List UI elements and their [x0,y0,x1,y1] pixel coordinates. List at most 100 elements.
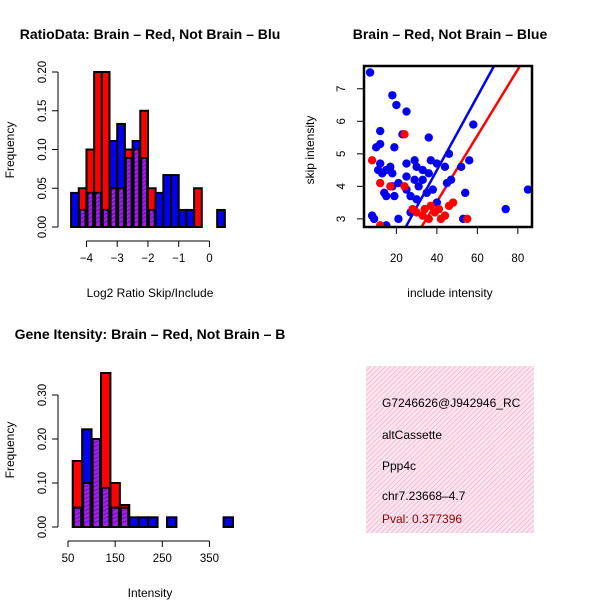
brain-point [386,182,395,191]
info-hatch-line [366,366,457,455]
ratio-histogram-overlap-hatch [118,196,124,200]
info-hatch-line [366,366,387,387]
ratio-histogram-overlap-hatch [134,188,139,192]
intensity-histogram-overlap-hatch [93,520,100,524]
scatter-xlabel: include intensity [407,286,492,300]
intensity-histogram-overlap-hatch [112,508,119,512]
not-brain-point [375,139,385,149]
intensity-histogram-overlap-hatch [93,444,100,448]
info-hatch-line [385,387,534,533]
info-hatch-line [366,366,507,504]
brain-point [400,130,409,139]
not-brain-point [501,204,510,214]
ratio-histogram-overlap-hatch [126,200,131,204]
ratio-histogram-overlap-hatch [88,220,93,224]
info-hatch-line [366,366,412,411]
info-hatch-line [366,366,487,485]
intensity-histogram-overlap-hatch [74,520,81,524]
ratio-histogram-overlap-hatch [126,196,131,200]
ratio-histogram-overlap-hatch [118,200,124,204]
ratio-histogram-bar-not-brain [162,174,173,228]
intensity-histogram-bar-not-brain [166,516,178,529]
brain-point [367,156,377,165]
brain-point [426,201,435,211]
ratio-histogram-overlap-hatch [88,208,93,212]
not-brain-point [388,91,397,100]
ratio-histogram-overlap-hatch [80,220,85,224]
intensity-histogram-overlap-hatch [93,452,100,456]
ratio-histogram-bar-overlap [124,157,133,228]
scatter-y-tick-label: 3 [336,216,348,222]
scatter-points [365,68,532,227]
intensity-histogram-panel: Gene Itensity: Brain – Red, Not Brain – … [3,326,285,600]
ratio-histogram-overlap-hatch [134,164,139,168]
ratio-histogram-overlap-hatch [95,208,101,212]
ratio-histogram-overlap-hatch [126,220,131,224]
intensity-histogram-bar-not-brain [147,516,159,529]
ratio-histogram-bar-brain [100,71,111,228]
intensity-histogram-overlap-hatch [74,508,81,512]
ratio-histogram-overlap-hatch [118,192,124,196]
ratio-histogram-bar-not-brain [154,191,165,228]
intensity-histogram-overlap-hatch [93,508,100,512]
ratio-histogram-overlap-hatch [88,192,93,196]
intensity-histogram-overlap-hatch [102,492,109,496]
ratio-histogram-x-tick-label: 0 [206,253,212,265]
ratio-histogram-overlap-hatch [134,204,139,208]
info-hatch-line [366,366,532,529]
ratio-histogram-overlap-hatch [126,168,131,172]
intensity-histogram-overlap-hatch [74,516,81,520]
intensity-histogram-y-tick-label: 0.00 [37,516,49,538]
scatter-y-tick-label: 4 [336,183,348,190]
info-hatch-line [191,366,361,533]
brain-point [434,204,444,214]
ratio-histogram-bar-overlap [78,208,87,228]
info-hatch-line [366,367,534,533]
info-pval: Pval: 0.377396 [382,512,462,526]
not-brain-point [456,162,466,172]
ratio-histogram-overlap-hatch [111,216,116,220]
ratio-histogram-overlap-hatch [118,208,124,212]
intensity-histogram-overlap-hatch [83,488,90,492]
ratio-histogram-panel: RatioData: Brain – Red, Not Brain – Blu … [3,26,280,300]
info-hatch-line [366,366,512,509]
info-hatch-line [445,446,534,533]
intensity-histogram-overlap-hatch [93,448,100,452]
info-hatch-line [465,465,534,533]
not-brain-point [440,162,450,172]
intensity-histogram-overlap-hatch [93,456,100,460]
scatter-x-tick-label: 60 [471,253,484,265]
info-hatch-line [366,366,517,514]
ratio-histogram-overlap-hatch [126,180,131,184]
not-brain-point [375,126,385,136]
intensity-histogram-ylabel: Frequency [3,422,17,479]
info-hatch-line [415,416,534,533]
info-hatch-line [440,441,534,533]
ratio-histogram-overlap-hatch [142,160,147,164]
not-brain-point [412,195,421,204]
intensity-histogram-overlap-hatch [102,516,109,520]
intensity-histogram-overlap-hatch [93,460,100,464]
ratio-histogram-overlap-hatch [142,172,147,176]
ratio-histogram-overlap-hatch [126,208,131,212]
info-hatch-line [400,401,534,533]
not-brain-point [469,120,478,129]
not-brain-point [373,165,383,175]
ratio-histogram-overlap-hatch [142,200,147,204]
ratio-histogram-overlap-hatch [103,216,108,220]
info-hatch-line [366,366,492,490]
intensity-histogram-overlap-hatch [83,512,90,516]
ratio-histogram-bar-overlap [147,208,156,228]
ratio-histogram-overlap-hatch [126,192,131,196]
scatter-y-tick-label: 6 [336,118,348,124]
not-brain-point [461,188,470,198]
ratio-histogram-overlap-hatch [118,188,124,192]
ratio-histogram-overlap-hatch [126,188,131,192]
intensity-histogram-overlap-hatch [83,504,90,508]
intensity-histogram-overlap-hatch [102,496,109,500]
not-brain-point [444,149,454,159]
intensity-histogram-y-tick-label: 0.20 [37,428,49,450]
intensity-histogram-xlabel: Intensity [128,586,173,600]
intensity-histogram-overlap-hatch [102,512,109,516]
ratio-histogram-x-tick-label: −2 [141,253,154,265]
